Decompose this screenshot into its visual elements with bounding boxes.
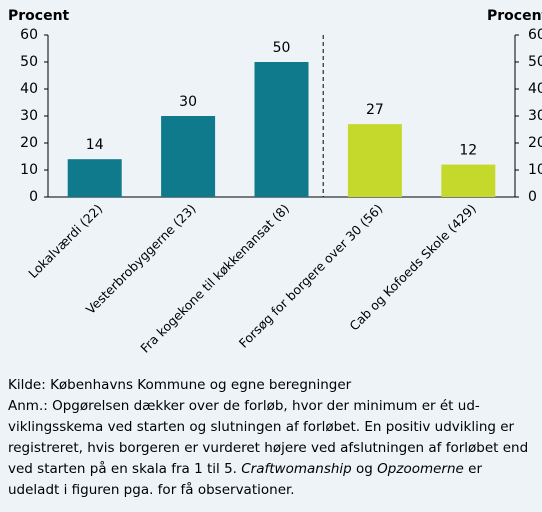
notes: Kilde: Københavns Kommune og egne beregn…: [8, 375, 536, 501]
bar: [254, 62, 309, 197]
y-tick-label: 40: [20, 81, 38, 97]
x-tick-label: Vesterbrobyggerne (23): [83, 201, 199, 317]
y-axis-label: Procent: [8, 8, 70, 24]
y2-tick-label: 10: [528, 162, 542, 178]
value-label: 12: [459, 143, 477, 159]
y2-tick-label: 0: [528, 189, 537, 205]
y2-tick-label: 20: [528, 135, 542, 151]
bar: [67, 159, 122, 197]
y2-tick-label: 50: [528, 54, 542, 70]
y-tick-label: 20: [20, 135, 38, 151]
x-tick-label: Fra kogekone til køkkenansat (8): [137, 201, 292, 356]
chart: Procent Procent 0 10 20 30 40 50 60 0 10 20 30 40 50…: [8, 8, 542, 356]
note-text: Anm.: Opgørelsen dækker over de forløb, …: [8, 398, 529, 477]
y-tick-label: 60: [20, 27, 38, 43]
source: Kilde: Københavns Kommune og egne beregn…: [8, 377, 352, 393]
note-text: Craftwomanship: [241, 461, 352, 477]
note-text: Opzoomerne: [377, 461, 464, 477]
y-tick-label: 50: [20, 54, 38, 70]
y2-tick-label: 60: [528, 27, 542, 43]
value-label: 14: [86, 137, 104, 153]
y2-tick-label: 30: [528, 108, 542, 124]
y2-axis-label: Procent: [487, 8, 542, 24]
bar: [161, 116, 216, 197]
value-label: 27: [366, 102, 384, 118]
note-text: er udeladt i figuren pga. for få observa…: [8, 461, 482, 498]
note-text: og: [351, 461, 378, 477]
value-label: 30: [179, 94, 197, 110]
value-label: 50: [273, 40, 291, 56]
y-tick-label: 30: [20, 108, 38, 124]
x-tick-label: Lokalværdi (22): [25, 201, 105, 281]
bar: [441, 164, 496, 197]
y-tick-label: 10: [20, 162, 38, 178]
note: Anm.: Opgørelsen dækker over de forløb, …: [8, 396, 536, 501]
bar: [347, 124, 402, 197]
y2-tick-label: 40: [528, 81, 542, 97]
y-tick-label: 0: [29, 189, 38, 205]
